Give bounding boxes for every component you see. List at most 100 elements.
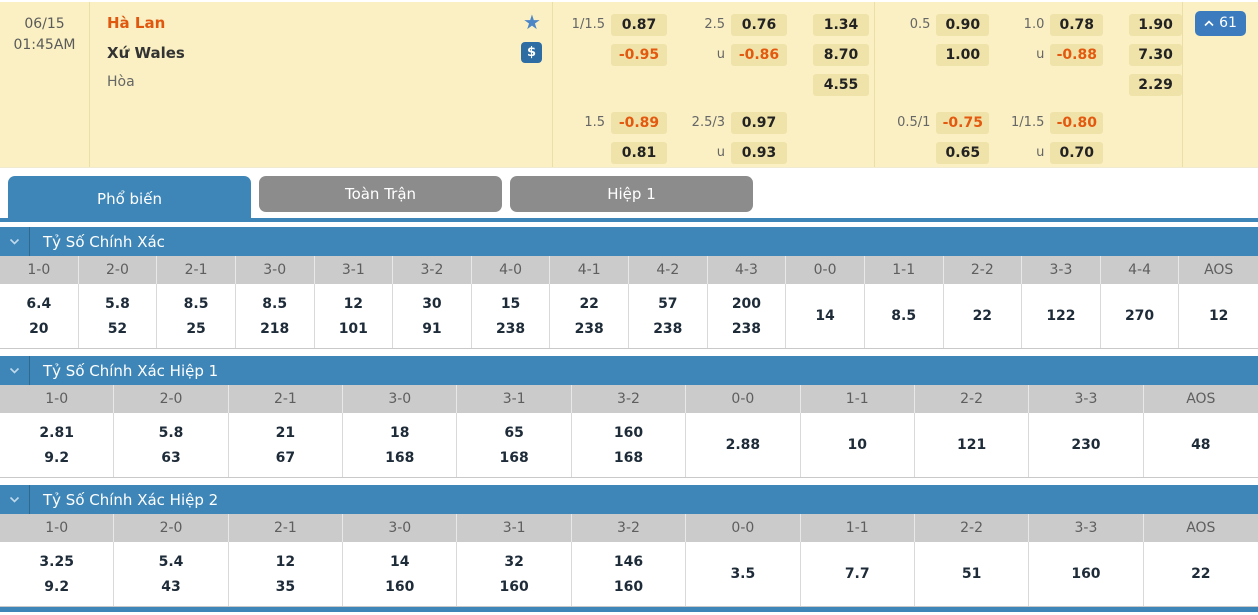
score-odds-value: 30: [422, 295, 442, 312]
score-odds-cell[interactable]: 32 160: [457, 542, 572, 606]
section-header-bar[interactable]: Tỷ Số Chính Xác Hiệp 2: [0, 485, 1258, 514]
score-odds-cell[interactable]: 22 238: [550, 284, 629, 348]
score-odds-cell[interactable]: 8.5 25: [157, 284, 236, 348]
odds-value-chip[interactable]: 0.97: [731, 112, 787, 134]
score-odds-cell[interactable]: 5.4 43: [114, 542, 229, 606]
score-odds-cell[interactable]: 22: [1143, 542, 1258, 606]
odds-value-chip[interactable]: 0.87: [611, 14, 667, 36]
home-team-name[interactable]: Hà Lan: [107, 14, 166, 32]
score-odds-cell[interactable]: 21 67: [228, 413, 344, 477]
score-odds-cell[interactable]: 51: [914, 542, 1030, 606]
score-odds-cell[interactable]: 3.25 9.2: [0, 542, 115, 606]
score-odds-value: 65: [504, 424, 524, 441]
chevron-down-icon[interactable]: [0, 227, 30, 256]
away-team-name[interactable]: Xứ Wales: [107, 44, 185, 62]
odds-value-chip[interactable]: 0.81: [611, 142, 667, 164]
score-odds-cell[interactable]: 8.5 218: [235, 284, 315, 348]
score-odds-cell[interactable]: 146 160: [571, 542, 687, 606]
score-column-header: AOS: [1186, 391, 1216, 407]
section-header-bar[interactable]: Tỷ Số Chính Xác Hiệp 1: [0, 356, 1258, 385]
score-odds-cell[interactable]: 6.4 20: [0, 284, 79, 348]
odds-row: -0.95 u -0.86 8.70: [559, 44, 874, 66]
score-odds-cell[interactable]: 2.81 9.2: [0, 413, 115, 477]
odds-value-chip[interactable]: -0.75: [936, 112, 990, 134]
fulltime-odds-group: 1/1.5 0.87 2.5 0.76 1.34 -0.95 u -0.86 8.70 4.55 1…: [553, 2, 875, 167]
markets-count-button[interactable]: 61: [1195, 11, 1246, 36]
odds-value-chip[interactable]: -0.95: [611, 44, 667, 66]
odds-value-chip[interactable]: 1.90: [1129, 14, 1182, 36]
score-odds-cell[interactable]: 5.8 63: [114, 413, 229, 477]
odds-value-chip[interactable]: -0.88: [1050, 44, 1104, 66]
score-odds-value: 48: [1191, 437, 1211, 453]
score-odds-cell[interactable]: 14 160: [343, 542, 458, 606]
score-odds-cell[interactable]: 22: [943, 284, 1023, 348]
match-time: 01:45AM: [13, 37, 76, 53]
odds-value-chip[interactable]: 1.00: [936, 44, 990, 66]
odds-value-chip[interactable]: 7.30: [1129, 44, 1182, 66]
odds-value-chip[interactable]: 8.70: [813, 44, 869, 66]
odds-line-label: [559, 44, 605, 66]
score-odds-cell[interactable]: 12 101: [314, 284, 394, 348]
odds-value-chip[interactable]: -0.86: [731, 44, 787, 66]
odds-value-chip[interactable]: 0.70: [1050, 142, 1104, 164]
score-odds-cell[interactable]: 122: [1022, 284, 1101, 348]
odds-value-chip: [936, 74, 989, 96]
chevron-down-icon[interactable]: [0, 485, 30, 514]
score-header-row: 1-0 2-0 2-1 3-0 3-1 3-2 0-0 1-1 2-2 3-3 AOS: [0, 385, 1258, 413]
score-column-header: 4-1: [550, 256, 629, 284]
odds-value-chip[interactable]: 0.76: [731, 14, 787, 36]
score-odds-value: 32: [504, 553, 524, 570]
score-odds-cell[interactable]: 18 168: [343, 413, 458, 477]
odds-value-chip[interactable]: 0.90: [936, 14, 990, 36]
score-odds-cell[interactable]: 230: [1029, 413, 1144, 477]
score-odds-cell[interactable]: 200 238: [707, 284, 787, 348]
score-odds-cell[interactable]: 12: [1179, 284, 1258, 348]
score-odds-value: 160: [1071, 566, 1101, 582]
score-odds-value: 25: [186, 320, 206, 337]
score-odds-cell[interactable]: 65 168: [457, 413, 572, 477]
score-odds-cell[interactable]: 5.8 52: [78, 284, 158, 348]
score-header-row: 1-0 2-0 2-1 3-0 3-1 3-2 0-0 1-1 2-2 3-3 AOS: [0, 514, 1258, 542]
score-odds-cell[interactable]: 57 238: [629, 284, 708, 348]
score-column-header: 1-1: [801, 385, 915, 413]
tab-toan-tran[interactable]: Toàn Trận: [259, 176, 502, 212]
score-odds-value: 9.2: [44, 449, 70, 466]
score-odds-cell[interactable]: 3.5: [686, 542, 801, 606]
odds-row: 0.65 u 0.70: [887, 142, 1182, 164]
score-odds-cell[interactable]: 14: [786, 284, 865, 348]
score-odds-cell[interactable]: 7.7: [800, 542, 915, 606]
score-odds-cell[interactable]: 160 168: [571, 413, 687, 477]
favorite-star-icon[interactable]: ★: [523, 10, 541, 34]
odds-line-label: [887, 44, 930, 66]
score-odds-value: 160: [613, 424, 644, 441]
score-odds-cell[interactable]: 2.88: [686, 413, 801, 477]
odds-value-chip[interactable]: -0.89: [611, 112, 667, 134]
section-header-bar[interactable]: Tỷ Số Chính Xác: [0, 227, 1258, 256]
cash-out-icon[interactable]: $: [521, 42, 542, 63]
score-odds-cell[interactable]: 12 35: [228, 542, 344, 606]
score-odds-value: 200: [731, 295, 762, 312]
score-odds-cell[interactable]: 270: [1100, 284, 1180, 348]
odds-value-chip[interactable]: 2.29: [1129, 74, 1182, 96]
score-column-header: 2-0: [114, 514, 229, 542]
tab-hiep-1[interactable]: Hiệp 1: [510, 176, 753, 212]
score-odds-cell[interactable]: 10: [800, 413, 915, 477]
odds-value-chip[interactable]: 0.65: [936, 142, 990, 164]
score-odds-cell[interactable]: 160: [1029, 542, 1144, 606]
score-odds-cell[interactable]: 15 238: [471, 284, 551, 348]
score-odds-value: 160: [385, 578, 415, 595]
chevron-down-icon[interactable]: [0, 356, 30, 385]
score-odds-cell[interactable]: 121: [914, 413, 1030, 477]
odds-value-chip[interactable]: -0.80: [1050, 112, 1104, 134]
score-odds-value: 3.5: [730, 566, 756, 582]
score-odds-value: 7.7: [844, 566, 870, 582]
tab-pho-bien[interactable]: Phổ biến: [8, 176, 251, 222]
odds-value-chip[interactable]: 4.55: [813, 74, 869, 96]
score-odds-cell[interactable]: 8.5: [864, 284, 944, 348]
odds-value-chip[interactable]: 1.34: [813, 14, 869, 36]
odds-value-chip[interactable]: 0.93: [731, 142, 787, 164]
odds-value-chip[interactable]: 0.78: [1050, 14, 1104, 36]
score-odds-cell[interactable]: 30 91: [393, 284, 472, 348]
score-odds-cell[interactable]: 48: [1143, 413, 1258, 477]
score-odds-value: 9.2: [44, 578, 70, 595]
